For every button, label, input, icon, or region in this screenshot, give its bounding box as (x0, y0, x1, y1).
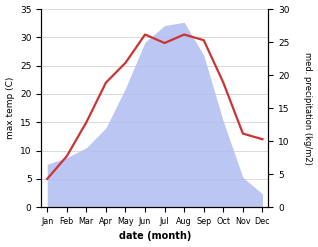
Y-axis label: max temp (C): max temp (C) (5, 77, 15, 139)
X-axis label: date (month): date (month) (119, 231, 191, 242)
Y-axis label: med. precipitation (kg/m2): med. precipitation (kg/m2) (303, 52, 313, 165)
